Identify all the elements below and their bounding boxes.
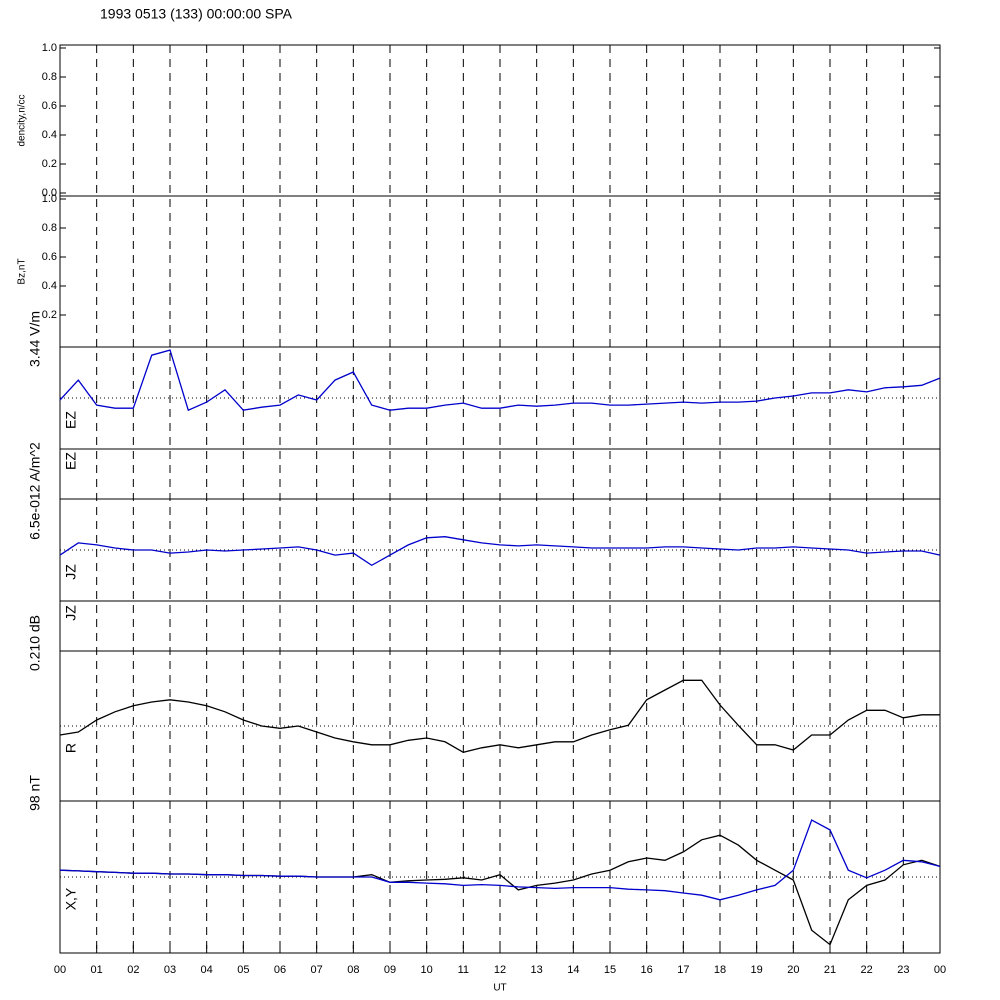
data-line xyxy=(59,349,941,412)
x-tick-label: 05 xyxy=(237,964,249,976)
y-axis-label: 0.210 dB xyxy=(27,615,43,671)
x-tick-label: 10 xyxy=(421,964,433,976)
x-tick-label: 08 xyxy=(347,964,359,976)
y-tick-label: 0.2 xyxy=(42,158,57,170)
panel-name: JZ xyxy=(63,605,79,621)
panel-name: EZ xyxy=(63,452,79,470)
x-tick-label: 20 xyxy=(787,964,799,976)
x-tick-label: 19 xyxy=(751,964,763,976)
panel-name: JZ xyxy=(63,564,79,580)
x-tick-label: 06 xyxy=(274,964,286,976)
x-tick-label: 02 xyxy=(127,964,139,976)
y-tick-label: 0.2 xyxy=(42,309,57,321)
x-tick-label: 00 xyxy=(54,964,66,976)
data-line xyxy=(59,819,941,901)
y-axis-label: Bz,nT xyxy=(17,258,28,284)
panel-name: EZ xyxy=(63,411,79,429)
x-tick-label: 18 xyxy=(714,964,726,976)
x-tick-label: 23 xyxy=(897,964,909,976)
x-tick-label: 14 xyxy=(567,964,579,976)
x-tick-label: 13 xyxy=(531,964,543,976)
x-tick-label: 03 xyxy=(164,964,176,976)
x-axis-label: UT xyxy=(493,983,506,994)
x-tick-label: 21 xyxy=(824,964,836,976)
x-tick-label: 16 xyxy=(641,964,653,976)
panel-name: R xyxy=(63,743,79,753)
y-tick-label: 1.0 xyxy=(42,42,57,54)
y-tick-label: 0.0 xyxy=(42,187,57,199)
data-line xyxy=(59,679,940,753)
data-line xyxy=(59,536,941,567)
x-tick-label: 17 xyxy=(677,964,689,976)
x-tick-label: 15 xyxy=(604,964,616,976)
y-axis-label: dencity,n/cc xyxy=(17,94,28,146)
x-tick-label: 09 xyxy=(384,964,396,976)
y-tick-label: 0.6 xyxy=(42,251,57,263)
chart-title: 1993 0513 (133) 00:00:00 SPA xyxy=(100,6,293,22)
y-tick-label: 0.6 xyxy=(42,100,57,112)
y-axis-label: 98 nT xyxy=(27,775,43,811)
y-axis-label: 6.5e-012 A/m^2 xyxy=(27,442,43,540)
x-tick-label: 22 xyxy=(861,964,873,976)
y-tick-label: 1.0 xyxy=(42,193,57,205)
y-axis-label: 3.44 V/m xyxy=(27,311,43,367)
x-tick-label: 00 xyxy=(934,964,946,976)
panel-name: X,Y xyxy=(63,887,79,910)
y-tick-label: 0.8 xyxy=(42,222,57,234)
y-tick-label: 0.4 xyxy=(42,129,57,141)
y-tick-label: 0.4 xyxy=(42,280,57,292)
y-tick-label: 0.8 xyxy=(42,71,57,83)
x-tick-label: 07 xyxy=(311,964,323,976)
x-tick-label: 11 xyxy=(458,964,469,976)
x-tick-label: 04 xyxy=(201,964,213,976)
x-tick-label: 12 xyxy=(494,964,506,976)
x-tick-label: 01 xyxy=(91,964,103,976)
